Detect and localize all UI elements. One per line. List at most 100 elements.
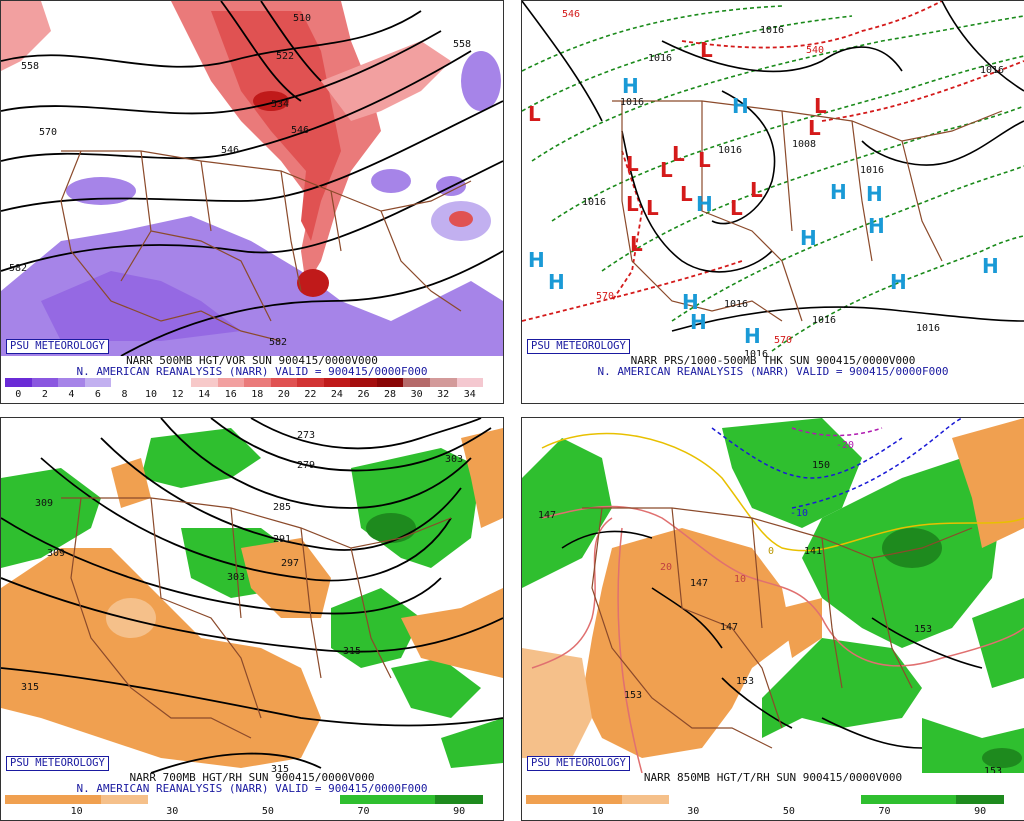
colorbar-swatch [621, 795, 670, 804]
height-contour-labels: 273 279 285 291 297 303 303 309 309 315 … [21, 430, 463, 773]
contour-label: 315 [21, 682, 39, 693]
colorbar-tick-label: 10 [70, 806, 83, 817]
high-marker: H [548, 270, 565, 294]
isobar-labels: 1016 1016 1016 1008 1016 1016 1016 1016 … [582, 25, 1004, 356]
colorbar-ticks: 10 30 50 70 90 [5, 806, 483, 818]
panel-mslp-thickness: L L L L L L L L L L L L L L H H H H H H … [521, 0, 1024, 404]
colorbar-tick-label: 90 [974, 806, 987, 817]
colorbar-swatch [148, 795, 197, 804]
psu-meteorology-badge: PSU METEOROLOGY [527, 339, 630, 354]
contour-label: 285 [273, 502, 291, 513]
colorbar-tick-label: 22 [304, 389, 317, 400]
colorbar-swatch [5, 378, 32, 387]
psu-meteorology-badge: PSU METEOROLOGY [6, 339, 109, 354]
temp-label: 10 [734, 574, 746, 585]
colorbar-tick-label: 10 [591, 806, 604, 817]
high-marker: H [982, 254, 999, 278]
isobar-label: 1016 [812, 315, 836, 326]
contour-label: 303 [227, 572, 245, 583]
colorbar-tick-label: 70 [878, 806, 891, 817]
contour-label: 558 [453, 39, 471, 50]
colorbar-swatch [387, 795, 436, 804]
colorbar-tick-label: 30 [410, 389, 423, 400]
isobar-label: 1008 [792, 139, 816, 150]
political-borders [60, 150, 472, 342]
colorbar-tick-label: 30 [687, 806, 700, 817]
colorbar-swatch [164, 378, 191, 387]
psu-meteorology-badge: PSU METEOROLOGY [527, 756, 630, 771]
contour-label: 570 [39, 127, 57, 138]
low-pressure-centers: L L L L L L L L L L L L L L [528, 38, 827, 256]
colorbar-swatch [717, 795, 765, 804]
colorbar-swatch [217, 378, 245, 387]
temp-label: 0 [768, 546, 774, 557]
thickness-red-contours [522, 1, 1024, 322]
colorbar-swatch [137, 378, 165, 387]
colorbar-swatch [323, 378, 351, 387]
colorbar-tick-label: 20 [277, 389, 290, 400]
map-valid-caption: N. AMERICAN REANALYSIS (NARR) VALID = 90… [76, 365, 428, 378]
colorbar-tick-label: 50 [782, 806, 795, 817]
map-caption: NARR 500MB HGT/VOR SUN 900415/0000V000 [126, 354, 378, 367]
colorbar-swatch [100, 795, 149, 804]
colorbar-tick-label: 32 [437, 389, 450, 400]
map-valid-caption: N. AMERICAN REANALYSIS (NARR) VALID = 90… [76, 782, 428, 795]
low-marker: L [750, 178, 763, 202]
colorbar-tick-label: 30 [166, 806, 179, 817]
contour-label: 153 [624, 690, 642, 701]
isobar-label: 1016 [916, 323, 940, 334]
colorbar-swatch [52, 795, 101, 804]
height-contour-labels: 510 522 534 546 558 570 582 558 582 546 [9, 13, 471, 348]
colorbar-tick-label: 50 [261, 806, 274, 817]
contour-label: 150 [812, 460, 830, 471]
colorbar-tick-label: 28 [384, 389, 397, 400]
low-marker: L [660, 158, 673, 182]
colorbar-swatch [84, 378, 112, 387]
colorbar-tick-label: 26 [357, 389, 370, 400]
contour-label: 153 [914, 624, 932, 635]
isobar-label: 1016 [718, 145, 742, 156]
colorbar-tick-label: 18 [251, 389, 264, 400]
colorbar-ticks: 10 30 50 70 90 [526, 806, 1004, 818]
isobar-label: 1016 [744, 349, 768, 356]
colorbar-swatch [31, 378, 59, 387]
height-contour-labels: 147 147 147 153 153 153 150 141 153 [538, 460, 1002, 773]
humidity-colorbar [5, 795, 483, 804]
low-marker: L [626, 152, 639, 176]
low-marker: L [646, 196, 659, 220]
low-marker: L [700, 38, 713, 62]
contour-label: 147 [538, 510, 556, 521]
low-marker: L [680, 182, 693, 206]
high-marker: H [830, 180, 847, 204]
colorbar-swatch [669, 795, 718, 804]
psu-meteorology-badge: PSU METEOROLOGY [6, 756, 109, 771]
contour-label: 315 [271, 764, 289, 773]
isobars [522, 1, 1024, 332]
low-marker: L [808, 116, 821, 140]
colorbar-swatch [456, 378, 484, 387]
colorbar-tick-label: 10 [145, 389, 158, 400]
colorbar-swatch [291, 795, 340, 804]
contour-label: 546 [221, 145, 239, 156]
colorbar-swatch [339, 795, 388, 804]
low-marker: L [672, 142, 685, 166]
thickness-label: 570 [596, 291, 614, 302]
low-marker: L [730, 196, 743, 220]
map-mslp: L L L L L L L L L L L L L L H H H H H H … [522, 1, 1024, 356]
contour-label: 558 [21, 61, 39, 72]
thickness-label: 570 [774, 335, 792, 346]
low-marker: L [698, 148, 711, 172]
colorbar-swatch [764, 795, 813, 804]
colorbar-swatch [244, 378, 271, 387]
colorbar-swatch [403, 378, 430, 387]
colorbar-tick-label: 4 [68, 389, 75, 400]
colorbar-swatch [956, 795, 1004, 804]
high-marker: H [696, 192, 713, 216]
isobar-label: 1016 [860, 165, 884, 176]
vorticity-colorbar [5, 378, 484, 387]
high-marker: H [890, 270, 907, 294]
thickness-labels: 540 570 570 546 [562, 9, 824, 346]
colorbar-swatch [196, 795, 244, 804]
colorbar-tick-label: 12 [171, 389, 184, 400]
contour-label: 273 [297, 430, 315, 441]
